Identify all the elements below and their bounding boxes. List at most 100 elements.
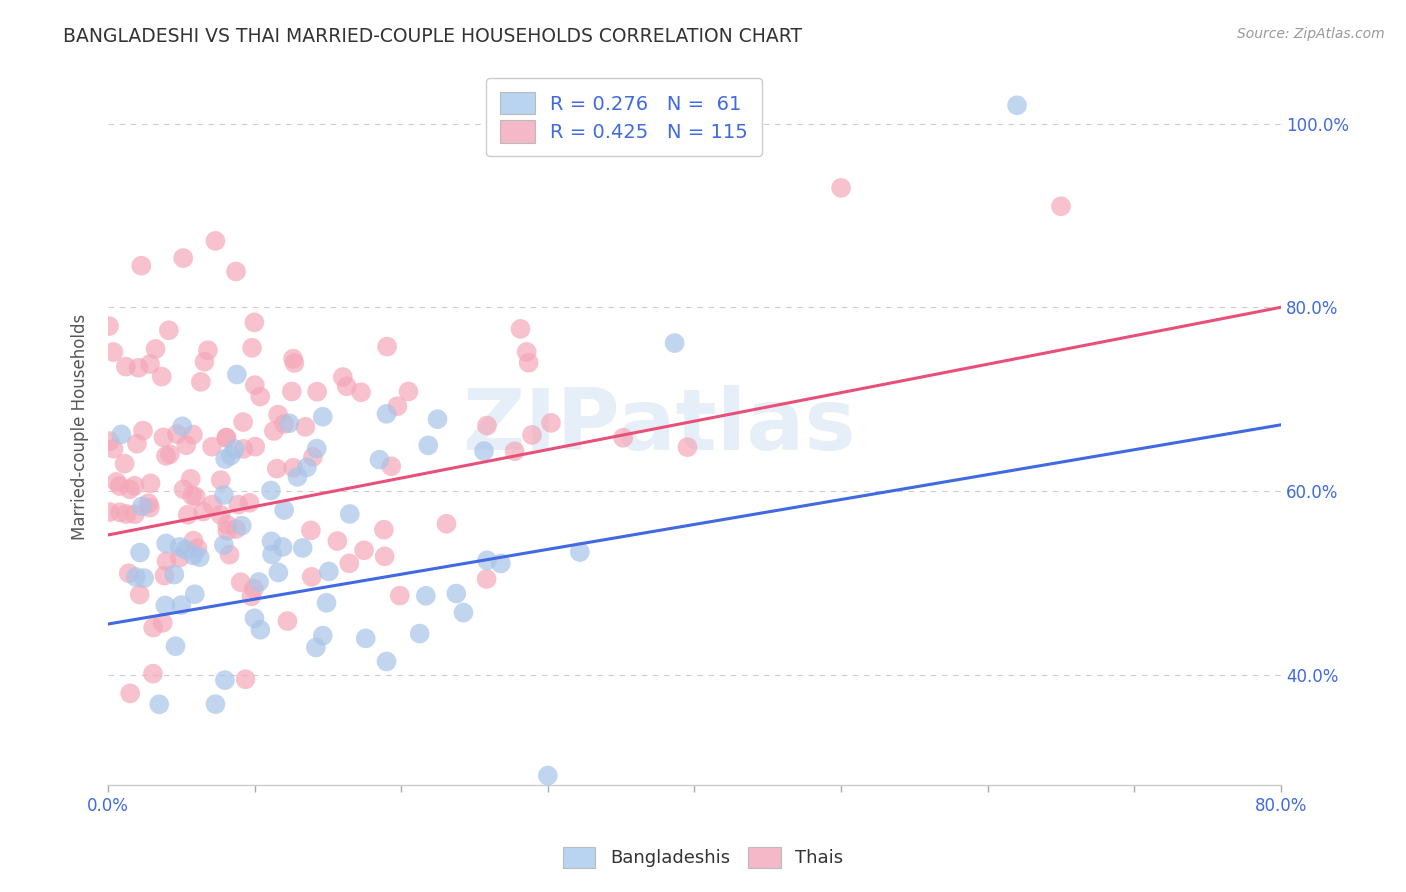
Point bbox=[540, 416, 562, 430]
Point bbox=[271, 540, 294, 554]
Point bbox=[336, 379, 359, 393]
Point bbox=[155, 554, 177, 568]
Point bbox=[157, 323, 180, 337]
Point bbox=[375, 655, 398, 669]
Point bbox=[273, 503, 295, 517]
Point bbox=[224, 442, 246, 456]
Point bbox=[375, 407, 398, 421]
Point bbox=[509, 322, 531, 336]
Point bbox=[115, 507, 138, 521]
Point bbox=[295, 460, 318, 475]
Point bbox=[108, 505, 131, 519]
Point bbox=[188, 550, 211, 565]
Point bbox=[166, 427, 188, 442]
Point bbox=[183, 533, 205, 548]
Point bbox=[128, 360, 150, 375]
Point bbox=[155, 449, 177, 463]
Point bbox=[276, 614, 298, 628]
Point bbox=[131, 500, 153, 514]
Point bbox=[142, 666, 165, 681]
Point bbox=[537, 768, 560, 782]
Point bbox=[612, 431, 634, 445]
Point bbox=[103, 345, 125, 359]
Point bbox=[201, 440, 224, 454]
Point bbox=[129, 259, 152, 273]
Point bbox=[294, 420, 316, 434]
Point bbox=[128, 588, 150, 602]
Point bbox=[118, 566, 141, 581]
Point bbox=[238, 496, 260, 510]
Point bbox=[184, 587, 207, 601]
Point bbox=[190, 375, 212, 389]
Point bbox=[243, 582, 266, 596]
Point bbox=[105, 475, 128, 489]
Point bbox=[240, 590, 263, 604]
Point bbox=[129, 545, 152, 559]
Point bbox=[436, 516, 458, 531]
Point bbox=[125, 570, 148, 584]
Point bbox=[568, 545, 591, 559]
Point bbox=[676, 440, 699, 454]
Point bbox=[98, 505, 121, 519]
Point bbox=[172, 251, 194, 265]
Point bbox=[489, 557, 512, 571]
Point bbox=[240, 341, 263, 355]
Point bbox=[305, 442, 328, 456]
Point bbox=[281, 351, 304, 366]
Point bbox=[446, 586, 468, 600]
Point bbox=[193, 355, 215, 369]
Point bbox=[225, 522, 247, 536]
Point bbox=[124, 479, 146, 493]
Point bbox=[243, 315, 266, 329]
Point bbox=[283, 460, 305, 475]
Point bbox=[318, 565, 340, 579]
Point bbox=[134, 571, 156, 585]
Point bbox=[186, 541, 208, 556]
Point bbox=[139, 476, 162, 491]
Point bbox=[263, 424, 285, 438]
Point bbox=[174, 438, 197, 452]
Point bbox=[350, 385, 373, 400]
Point bbox=[260, 548, 283, 562]
Point bbox=[169, 550, 191, 565]
Point bbox=[472, 444, 495, 458]
Point bbox=[232, 415, 254, 429]
Text: Source: ZipAtlas.com: Source: ZipAtlas.com bbox=[1237, 27, 1385, 41]
Point bbox=[226, 498, 249, 512]
Point bbox=[152, 615, 174, 630]
Point bbox=[142, 621, 165, 635]
Point bbox=[180, 472, 202, 486]
Point bbox=[354, 632, 377, 646]
Point bbox=[215, 431, 238, 445]
Point bbox=[426, 412, 449, 426]
Legend: R = 0.276   N =  61, R = 0.425   N = 115: R = 0.276 N = 61, R = 0.425 N = 115 bbox=[486, 78, 762, 156]
Point bbox=[287, 470, 309, 484]
Point bbox=[249, 623, 271, 637]
Point bbox=[197, 343, 219, 358]
Point bbox=[184, 490, 207, 504]
Point bbox=[209, 508, 232, 522]
Point bbox=[418, 438, 440, 452]
Legend: Bangladeshis, Thais: Bangladeshis, Thais bbox=[553, 836, 853, 879]
Point bbox=[503, 444, 526, 458]
Point bbox=[163, 567, 186, 582]
Point bbox=[475, 553, 498, 567]
Point bbox=[209, 473, 232, 487]
Point bbox=[138, 496, 160, 510]
Point bbox=[214, 452, 236, 467]
Point bbox=[173, 483, 195, 497]
Point bbox=[368, 452, 391, 467]
Point bbox=[291, 541, 314, 555]
Point bbox=[152, 430, 174, 444]
Point bbox=[281, 384, 304, 399]
Point bbox=[388, 589, 411, 603]
Text: BANGLADESHI VS THAI MARRIED-COUPLE HOUSEHOLDS CORRELATION CHART: BANGLADESHI VS THAI MARRIED-COUPLE HOUSE… bbox=[63, 27, 803, 45]
Point bbox=[125, 436, 148, 450]
Point bbox=[1005, 98, 1028, 112]
Point bbox=[380, 459, 402, 474]
Point bbox=[232, 442, 254, 456]
Point bbox=[231, 518, 253, 533]
Point bbox=[315, 596, 337, 610]
Point bbox=[110, 427, 132, 442]
Point bbox=[150, 369, 173, 384]
